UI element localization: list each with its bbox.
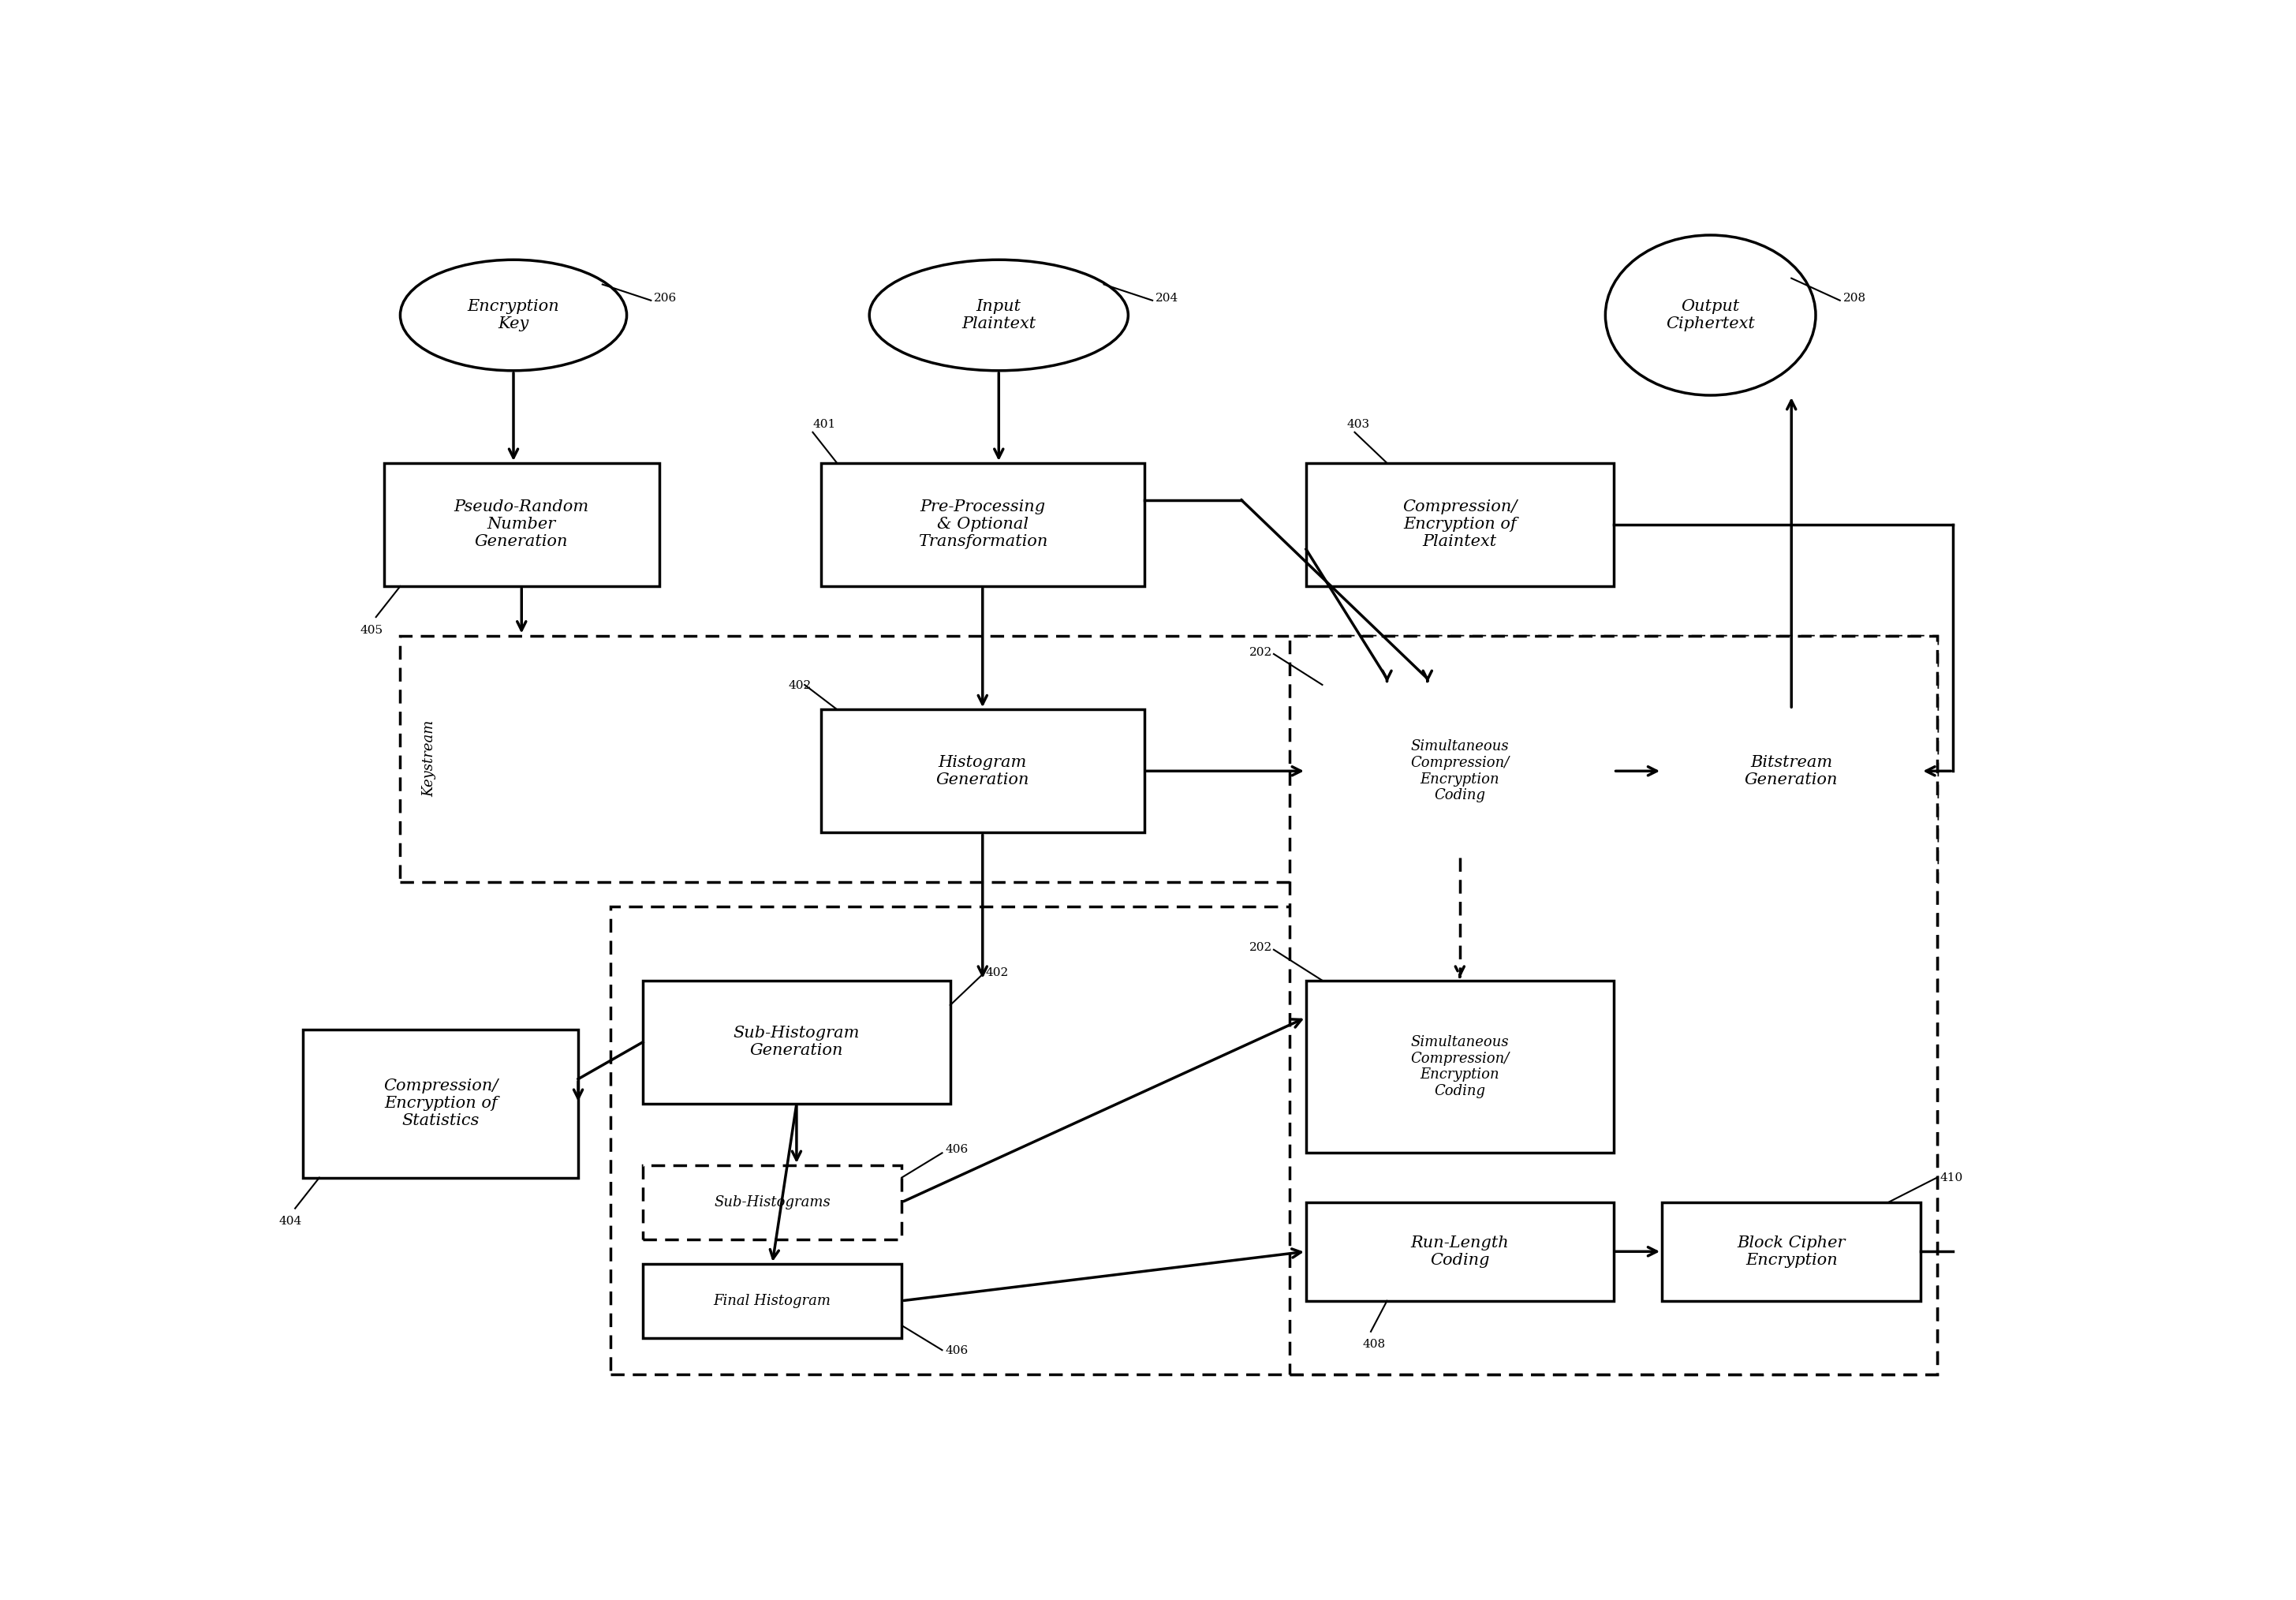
FancyBboxPatch shape <box>1306 685 1614 858</box>
Ellipse shape <box>1605 235 1816 395</box>
FancyBboxPatch shape <box>1306 1202 1614 1301</box>
FancyBboxPatch shape <box>643 1165 902 1238</box>
FancyBboxPatch shape <box>643 981 951 1104</box>
Text: 202: 202 <box>1249 646 1272 658</box>
Text: 405: 405 <box>360 624 383 635</box>
Text: Pre-Processing
& Optional
Transformation: Pre-Processing & Optional Transformation <box>918 499 1047 549</box>
FancyBboxPatch shape <box>822 709 1143 832</box>
Text: 206: 206 <box>654 293 677 304</box>
FancyBboxPatch shape <box>643 1264 902 1338</box>
Text: Histogram
Generation: Histogram Generation <box>937 755 1029 787</box>
Text: Compression/
Encryption of
Plaintext: Compression/ Encryption of Plaintext <box>1403 499 1518 549</box>
Text: Pseudo-Random
Number
Generation: Pseudo-Random Number Generation <box>455 499 590 549</box>
FancyBboxPatch shape <box>1306 462 1614 586</box>
FancyBboxPatch shape <box>1662 1202 1922 1301</box>
Text: Output
Ciphertext: Output Ciphertext <box>1667 299 1754 331</box>
FancyBboxPatch shape <box>303 1030 579 1178</box>
Text: 402: 402 <box>788 680 810 691</box>
Text: 403: 403 <box>1345 419 1368 430</box>
Text: Compression/
Encryption of
Statistics: Compression/ Encryption of Statistics <box>383 1078 498 1128</box>
Text: 208: 208 <box>1844 293 1867 304</box>
FancyBboxPatch shape <box>1306 981 1614 1154</box>
FancyBboxPatch shape <box>611 907 1938 1374</box>
FancyBboxPatch shape <box>1662 709 1922 832</box>
Text: Input
Plaintext: Input Plaintext <box>962 299 1035 331</box>
Text: 402: 402 <box>985 966 1008 978</box>
Text: Simultaneous
Compression/
Encryption
Coding: Simultaneous Compression/ Encryption Cod… <box>1410 1035 1508 1099</box>
FancyBboxPatch shape <box>383 462 659 586</box>
Text: Sub-Histogram
Generation: Sub-Histogram Generation <box>732 1026 859 1058</box>
Text: Block Cipher
Encryption: Block Cipher Encryption <box>1738 1235 1846 1267</box>
Text: Bitstream
Generation: Bitstream Generation <box>1745 755 1839 787</box>
Text: 408: 408 <box>1364 1339 1387 1350</box>
Text: Run-Length
Coding: Run-Length Coding <box>1410 1235 1508 1267</box>
Text: 401: 401 <box>813 419 836 430</box>
Text: Final Histogram: Final Histogram <box>714 1294 831 1307</box>
FancyBboxPatch shape <box>822 462 1143 586</box>
Ellipse shape <box>870 259 1127 371</box>
Text: Keystream: Keystream <box>422 720 436 797</box>
Text: 404: 404 <box>278 1216 303 1227</box>
Ellipse shape <box>400 259 627 371</box>
Text: Sub-Histograms: Sub-Histograms <box>714 1195 831 1210</box>
Text: 410: 410 <box>1940 1173 1963 1184</box>
Text: 204: 204 <box>1155 293 1178 304</box>
Text: 406: 406 <box>946 1144 969 1155</box>
Text: 406: 406 <box>946 1346 969 1357</box>
Text: 202: 202 <box>1249 942 1272 954</box>
Text: Encryption
Key: Encryption Key <box>468 299 560 331</box>
FancyBboxPatch shape <box>400 635 1938 882</box>
Text: Simultaneous
Compression/
Encryption
Coding: Simultaneous Compression/ Encryption Cod… <box>1410 739 1508 803</box>
FancyBboxPatch shape <box>1290 635 1938 1374</box>
